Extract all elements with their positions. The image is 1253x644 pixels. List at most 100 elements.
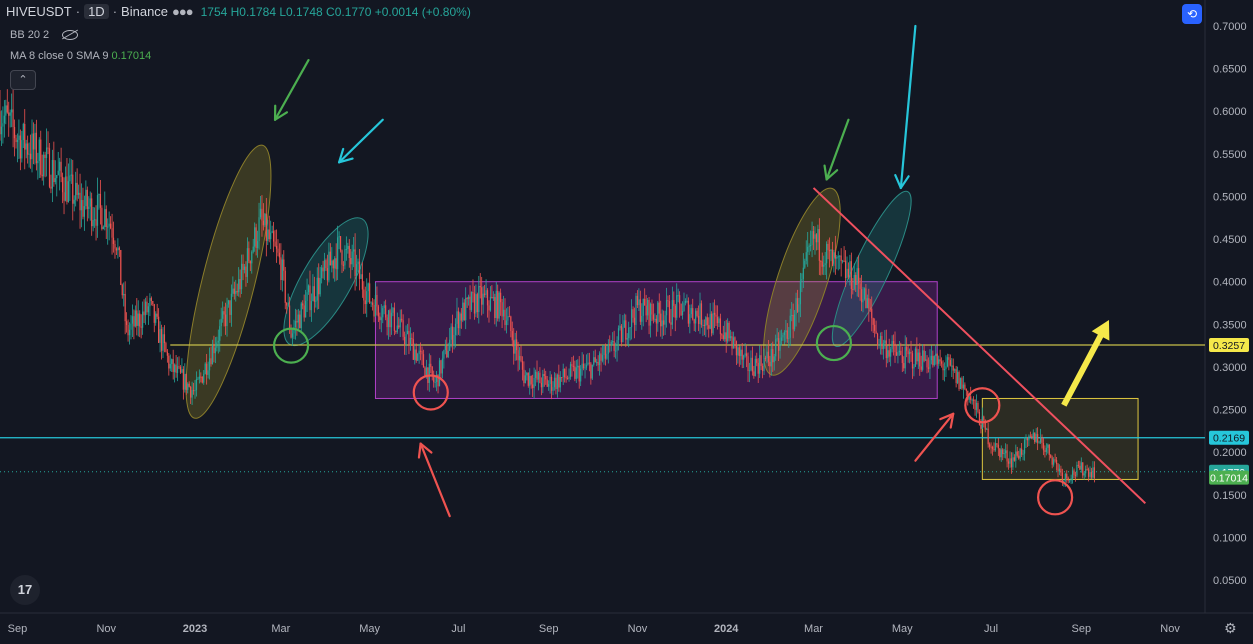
candle-body xyxy=(478,286,480,313)
candle-body xyxy=(756,358,758,363)
candle-body xyxy=(133,316,135,327)
candle-body xyxy=(826,243,828,264)
candle-body xyxy=(412,339,414,360)
candle-body xyxy=(916,348,918,362)
timeframe-badge[interactable]: 1D xyxy=(84,4,109,19)
candle-body xyxy=(5,105,7,116)
candle-body xyxy=(54,178,56,183)
candle-body xyxy=(468,296,470,300)
candle-body xyxy=(485,290,487,295)
candle-body xyxy=(223,311,225,315)
more-options-icon[interactable]: ●●● xyxy=(172,4,194,19)
candle-body xyxy=(712,312,714,334)
candle-body xyxy=(887,350,889,359)
candle-body xyxy=(619,325,621,329)
candle-body xyxy=(339,236,342,251)
candle-body xyxy=(810,245,812,247)
candle-body xyxy=(523,369,525,384)
candle-body xyxy=(817,229,819,243)
candle-body xyxy=(874,324,876,331)
candle-body xyxy=(1090,472,1093,478)
candle-body xyxy=(408,330,410,346)
indicator-ma[interactable]: MA 8 close 0 SMA 9 0.17014 xyxy=(10,50,151,62)
candle-body xyxy=(562,368,564,378)
candle-body xyxy=(648,299,650,326)
candle-body xyxy=(910,352,912,354)
candle-body xyxy=(211,345,214,365)
candle-body xyxy=(1048,444,1050,455)
candle-body xyxy=(341,250,343,265)
candle-body xyxy=(1055,460,1058,465)
y-tick-label: 0.3500 xyxy=(1213,319,1247,331)
candle-body xyxy=(321,267,323,279)
candle-body xyxy=(402,320,404,337)
candle-body xyxy=(376,294,378,307)
candle-body xyxy=(632,309,634,318)
candle-body xyxy=(884,340,886,344)
candle-body xyxy=(345,248,347,250)
candle-body xyxy=(9,112,11,116)
candle-body xyxy=(182,369,184,390)
descending-trendline xyxy=(812,187,1147,505)
candle-body xyxy=(80,200,83,211)
candle-body xyxy=(673,300,675,306)
candle-body xyxy=(527,372,529,386)
candle-body xyxy=(291,333,294,338)
compare-icon[interactable]: ⟲ xyxy=(1182,4,1202,24)
candle-body xyxy=(693,319,695,324)
candle-body xyxy=(37,160,39,164)
candle-body xyxy=(95,219,97,226)
indicator-bb[interactable]: BB 20 2 xyxy=(10,29,79,41)
candle-body xyxy=(409,337,411,346)
tradingview-logo[interactable]: 17 xyxy=(10,575,40,605)
candle-body xyxy=(1050,454,1052,458)
candle-body xyxy=(1079,465,1081,470)
candle-body xyxy=(983,416,985,421)
visibility-hidden-icon[interactable] xyxy=(62,30,79,41)
symbol-header[interactable]: HIVEUSDT · 1D · Binance ●●● 1754 H0.1784… xyxy=(6,4,471,19)
candle-body xyxy=(721,334,723,336)
chevron-up-icon[interactable]: ⌃ xyxy=(10,70,36,90)
candle-body xyxy=(863,288,866,300)
symbol-name[interactable]: HIVEUSDT xyxy=(6,4,72,19)
gear-icon[interactable]: ⚙ xyxy=(1224,620,1237,636)
candle-body xyxy=(500,292,502,303)
candle-body xyxy=(616,339,618,351)
annotation-arrow xyxy=(899,24,917,190)
candle-body xyxy=(543,374,545,376)
candle-body xyxy=(1012,457,1014,468)
x-tick-label: Sep xyxy=(539,623,559,635)
candle-body xyxy=(597,361,599,366)
candle-body xyxy=(796,298,799,312)
candle-body xyxy=(716,316,719,324)
candle-body xyxy=(964,384,966,390)
candle-body xyxy=(2,123,4,127)
candle-body xyxy=(466,297,468,300)
candle-body xyxy=(799,280,802,305)
candle-body xyxy=(216,342,218,348)
candle-body xyxy=(479,286,481,288)
candle-body xyxy=(405,334,407,345)
candle-body xyxy=(143,311,145,316)
candle-body xyxy=(498,292,500,319)
candle-body xyxy=(980,424,982,429)
candle-body xyxy=(622,327,624,343)
candle-body xyxy=(511,331,513,341)
candle-body xyxy=(361,274,363,290)
candle-body xyxy=(195,379,198,391)
candle-body xyxy=(159,329,161,343)
candle-body xyxy=(722,335,724,340)
candle-body xyxy=(414,349,416,360)
candle-body xyxy=(367,283,369,292)
candle-body xyxy=(837,256,839,258)
candle-body xyxy=(866,298,868,309)
candle-body xyxy=(255,227,257,249)
candle-body xyxy=(699,303,701,325)
candle-body xyxy=(510,316,512,332)
candle-body xyxy=(1066,473,1068,478)
candle-body xyxy=(920,366,922,370)
candle-body xyxy=(540,382,542,388)
candle-body xyxy=(382,308,384,318)
candle-body xyxy=(168,355,170,369)
